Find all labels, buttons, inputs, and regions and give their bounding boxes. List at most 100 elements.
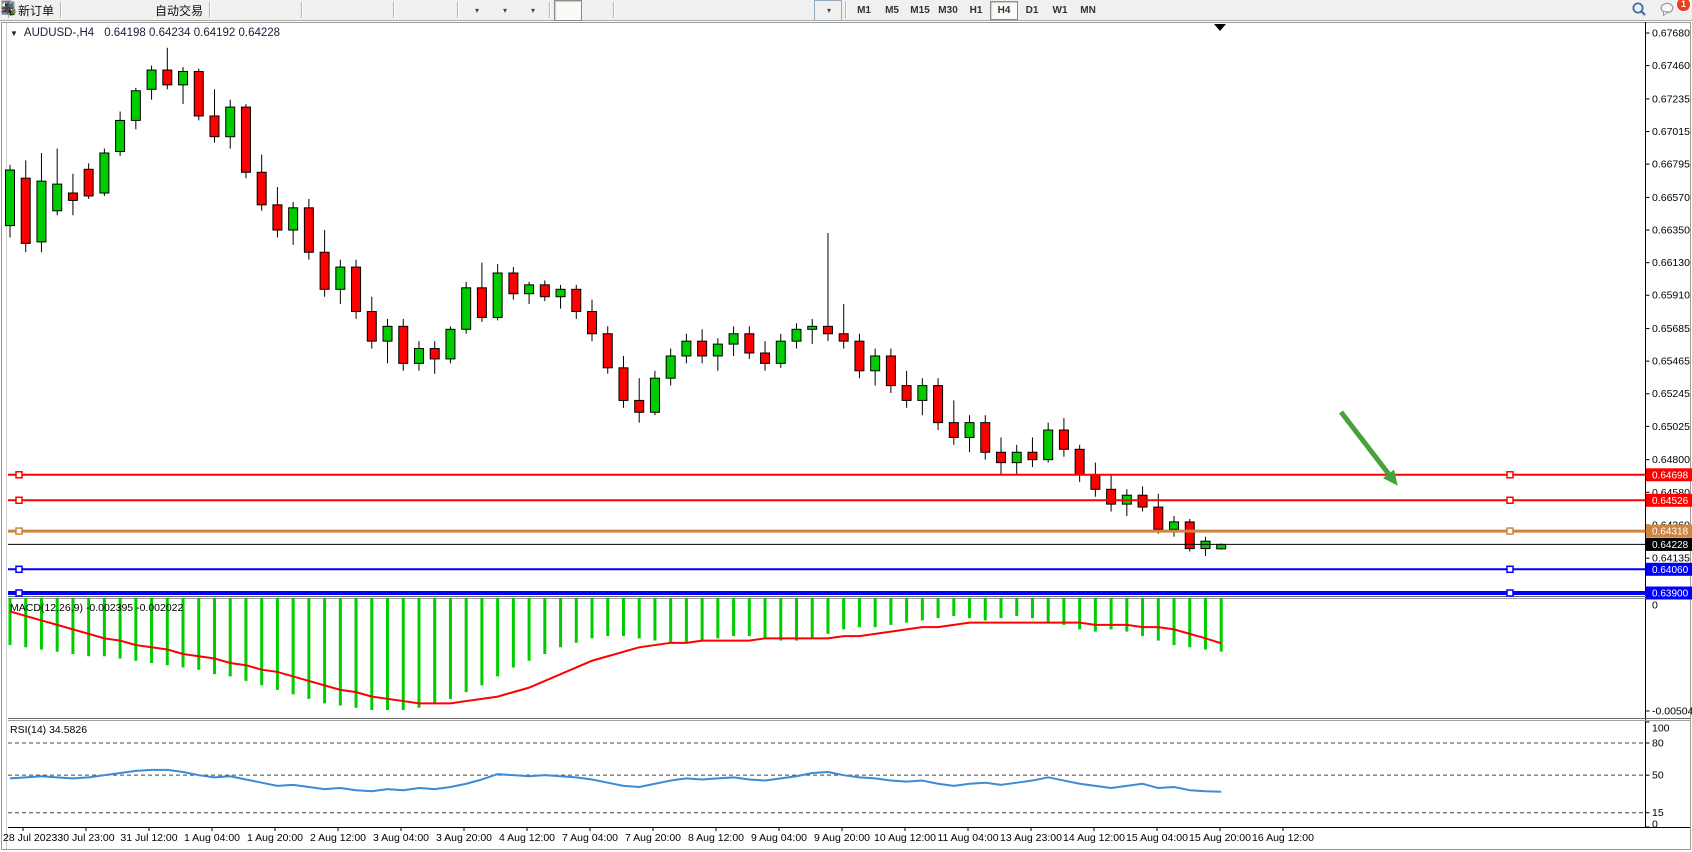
horizontal-line-button[interactable]: [2, 0, 674, 21]
horizontal-line-object[interactable]: [8, 527, 1646, 535]
line-anchor-handle[interactable]: [1506, 565, 1514, 574]
time-tick-label: 9 Aug 20:00: [814, 832, 870, 844]
text-label-button[interactable]: T: [1, 0, 814, 21]
candle-body: [712, 343, 723, 357]
symbol-dropdown-icon[interactable]: ▼: [10, 28, 18, 38]
timeframe-m1-button[interactable]: M1: [857, 4, 871, 16]
timeframe-m30-button[interactable]: M30: [938, 4, 958, 16]
autotrading-button[interactable]: 自动交易: [2, 0, 206, 21]
zoom-out-button[interactable]: [1, 0, 362, 21]
timeframe-d1-button[interactable]: D1: [1025, 4, 1039, 16]
line-anchor-handle[interactable]: [1506, 471, 1514, 479]
candle-body: [398, 325, 409, 364]
candle-body: [885, 355, 896, 387]
candle-body: [980, 422, 991, 453]
timeframe-m15-button[interactable]: M15: [910, 4, 930, 16]
horizontal-line-object[interactable]: [8, 471, 1646, 479]
arrows-button[interactable]: ▾: [3, 0, 843, 21]
time-tick-label: 31 Jul 12:00: [120, 832, 177, 844]
candle-body: [1058, 429, 1069, 450]
price-tick-label: 0.65025: [1652, 421, 1690, 433]
new-order-label: 新订单: [18, 3, 55, 18]
line-anchor-handle[interactable]: [1506, 496, 1514, 505]
toolbar-separator: [393, 2, 396, 18]
chart-window[interactable]: ▼ AUDUSD-,H4 0.64198 0.64234 0.64192 0.6…: [0, 21, 1692, 852]
line-anchor-handle[interactable]: [1506, 527, 1514, 535]
price-tick-label: 0.67460: [1652, 60, 1690, 72]
periods-button[interactable]: ▾: [1, 0, 518, 21]
periods-dropdown-caret[interactable]: ▾: [503, 5, 508, 15]
candle-body: [964, 422, 975, 438]
crosshair-button[interactable]: [1, 0, 610, 21]
chart-canvas[interactable]: 0.67680 0.67460 0.67235 0.67015 0.66795 0.665…: [0, 21, 1692, 852]
timeframe-m5-button[interactable]: M5: [885, 4, 899, 16]
horizontal-line-object[interactable]: [8, 565, 1646, 574]
new-chart-dropdown-caret[interactable]: ▾: [475, 5, 480, 15]
timeframe-w1-button[interactable]: W1: [1052, 4, 1068, 16]
candle-body: [83, 168, 94, 197]
horizontal-line-object[interactable]: [8, 589, 1646, 597]
line-anchor-handle[interactable]: [15, 496, 23, 505]
templates-dropdown-caret[interactable]: ▾: [531, 5, 536, 15]
time-tick-label: 3 Aug 20:00: [436, 832, 492, 844]
rsi-axis-label: 50: [1652, 770, 1664, 782]
cursor-button[interactable]: [5, 0, 583, 21]
trendline-button[interactable]: [1, 0, 702, 21]
chart-shift-marker[interactable]: [1214, 24, 1226, 31]
templates-button[interactable]: ▾: [1, 0, 546, 21]
candle-body: [492, 272, 503, 318]
price-tick-label: 0.67235: [1652, 93, 1690, 105]
line-anchor-handle[interactable]: [15, 589, 23, 597]
zoom-in-button[interactable]: [1, 0, 334, 21]
price-tick-label: 0.65685: [1652, 323, 1690, 335]
timeframe-h1-button[interactable]: H1: [969, 4, 983, 16]
candle-body: [115, 119, 126, 153]
candle-chart-button[interactable]: [2, 0, 270, 21]
timeframe-h4-button[interactable]: H4: [990, 0, 1019, 20]
new-chart-button[interactable]: ▾: [1, 0, 490, 21]
candle-body: [539, 284, 550, 298]
macd-indicator: MACD(12,26,9) -0.002395 -0.002022: [8, 598, 1223, 711]
line-anchor-handle[interactable]: [15, 471, 23, 479]
rsi-indicator: RSI(14) 34.5826: [8, 724, 1646, 814]
time-axis[interactable]: 28 Jul 2023 30 Jul 23:00 31 Jul 12:00 1 Aug…: [3, 827, 1314, 845]
candle-body: [429, 348, 440, 360]
axis-price-flag: 0.64060: [1646, 562, 1692, 576]
timeframe-mn-button[interactable]: MN: [1080, 4, 1096, 16]
toolbar-separator: [60, 2, 63, 18]
line-anchor-handle[interactable]: [1506, 589, 1514, 597]
fibonacci-button[interactable]: F: [2, 0, 758, 21]
time-tick-label: 1 Aug 04:00: [184, 832, 240, 844]
candle-body: [209, 115, 220, 138]
candle-body: [1153, 506, 1164, 530]
metaeditor-button[interactable]: [1, 0, 93, 21]
text-button[interactable]: A: [4, 0, 786, 21]
vertical-line-button[interactable]: [7, 0, 646, 21]
arrow-annotation[interactable]: [1339, 410, 1398, 486]
candle-body: [775, 340, 786, 364]
tile-windows-button[interactable]: [2, 0, 390, 21]
signals-button[interactable]: [2, 0, 149, 21]
equidistant-channel-button[interactable]: E: [1, 0, 730, 21]
line-anchor-handle[interactable]: [15, 565, 23, 574]
new-order-button[interactable]: 新订单: [1, 0, 57, 21]
horizontal-line-object[interactable]: [8, 496, 1646, 505]
line-anchor-handle[interactable]: [15, 527, 23, 535]
arrows-dropdown-caret[interactable]: ▾: [827, 5, 832, 15]
profile-button[interactable]: [1, 0, 121, 21]
candle-body: [760, 352, 771, 364]
candle-body: [602, 333, 613, 369]
chat-button[interactable]: 1: [1658, 0, 1691, 21]
macd-axis-label: 0: [1652, 600, 1658, 612]
rsi-line: [9, 768, 1222, 793]
candle-body: [382, 325, 393, 342]
chart-shift-button[interactable]: [1, 0, 454, 21]
search-button[interactable]: [1630, 0, 1658, 21]
bar-chart-button[interactable]: [3, 0, 242, 21]
auto-scroll-button[interactable]: [1, 0, 426, 21]
line-chart-button[interactable]: [1, 0, 298, 21]
candle-body: [225, 106, 236, 138]
time-tick-label: 13 Aug 23:00: [1000, 832, 1062, 844]
candle-body: [555, 288, 566, 298]
price-tick-label: 0.67680: [1652, 28, 1690, 40]
